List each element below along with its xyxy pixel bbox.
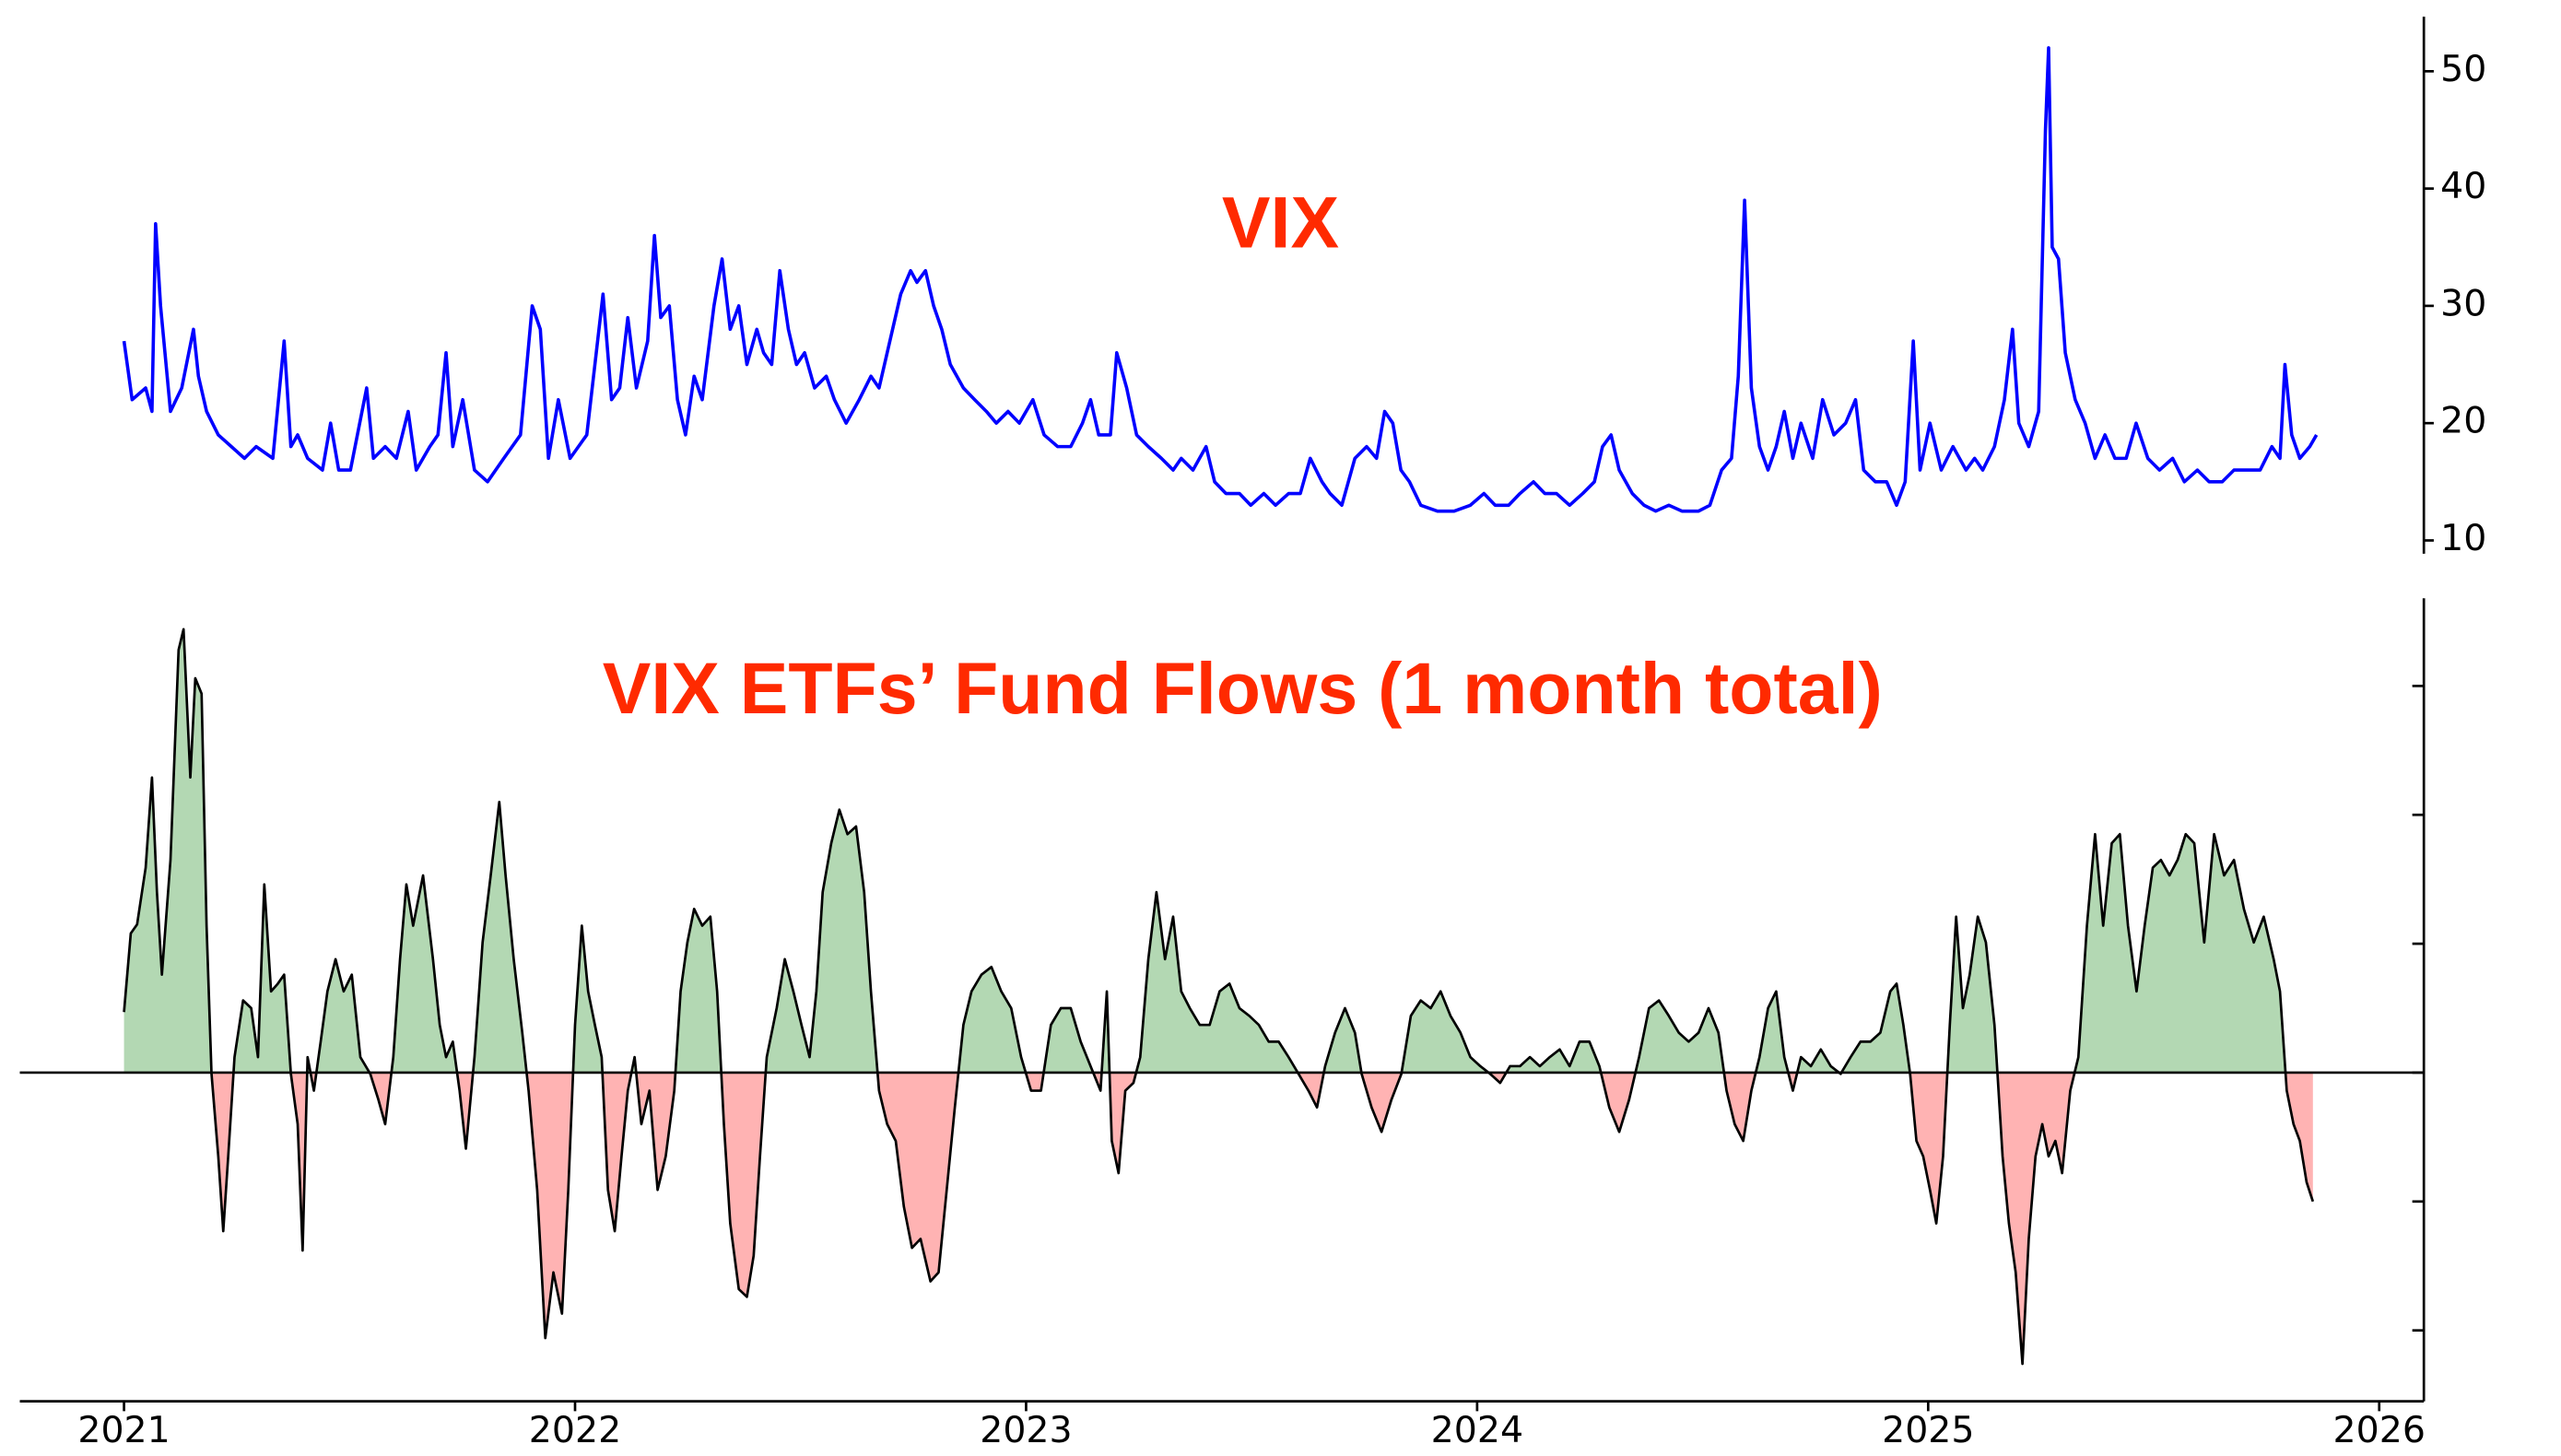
plot-layer: 10 20 30 40 50 2021 2022 2023 2024 2025 2026 — [19, 17, 2486, 1451]
vix-line — [122, 46, 2319, 513]
y-tick-label: 40 — [2440, 165, 2486, 207]
y-tick-label: 10 — [2440, 517, 2486, 559]
x-tick-label: 2026 — [2333, 1409, 2426, 1451]
positive-area — [123, 628, 2313, 1073]
x-tick-label: 2021 — [77, 1409, 170, 1451]
y-tick-label: 20 — [2440, 400, 2486, 442]
chart-title: VIX — [1222, 182, 1339, 263]
x-tick-label: 2024 — [1431, 1409, 1523, 1451]
chart-title: VIX ETFs’ Fund Flows (1 month total) — [603, 648, 1883, 729]
x-tick-label: 2023 — [980, 1409, 1072, 1451]
x-tick-label: 2025 — [1882, 1409, 1974, 1451]
flow-line — [123, 628, 2315, 1366]
negative-area — [211, 1072, 2313, 1365]
y-tick-label: 30 — [2440, 282, 2486, 324]
y-tick-label: 50 — [2440, 48, 2486, 90]
x-tick-label: 2022 — [529, 1409, 621, 1451]
